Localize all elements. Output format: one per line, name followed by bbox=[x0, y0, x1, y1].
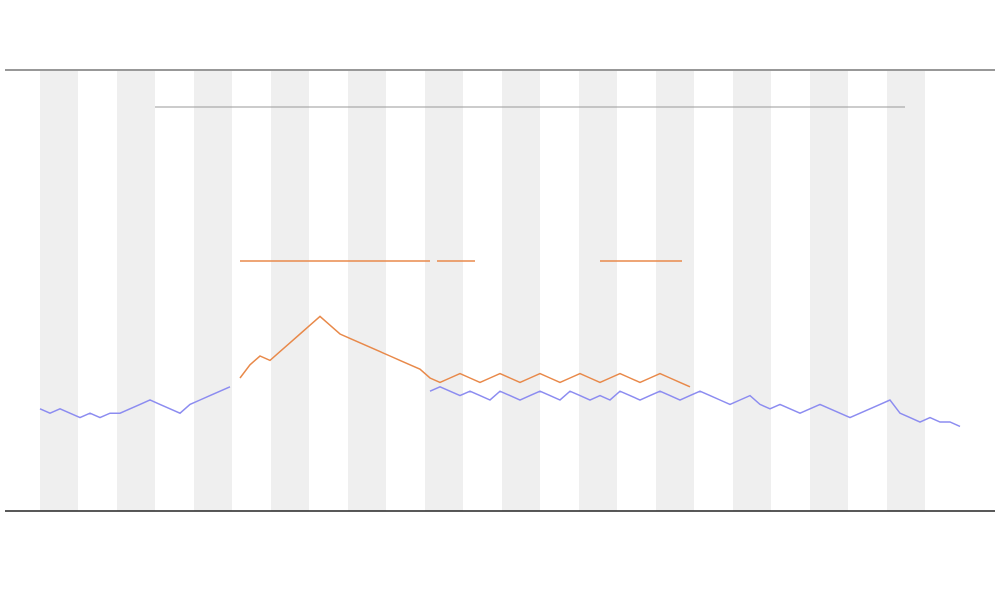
shaded-band bbox=[348, 71, 386, 511]
shaded-band bbox=[502, 71, 540, 511]
series-line bbox=[239, 315, 691, 388]
shaded-band bbox=[117, 71, 155, 511]
shaded-band bbox=[194, 71, 232, 511]
series-line bbox=[39, 385, 961, 428]
shaded-band bbox=[810, 71, 848, 511]
shaded-band bbox=[425, 71, 463, 511]
shaded-band bbox=[271, 71, 309, 511]
shaded-band bbox=[40, 71, 78, 511]
shaded-band bbox=[656, 71, 694, 511]
shaded-band bbox=[579, 71, 617, 511]
shaded-band bbox=[733, 71, 771, 511]
shaded-band bbox=[887, 71, 925, 511]
